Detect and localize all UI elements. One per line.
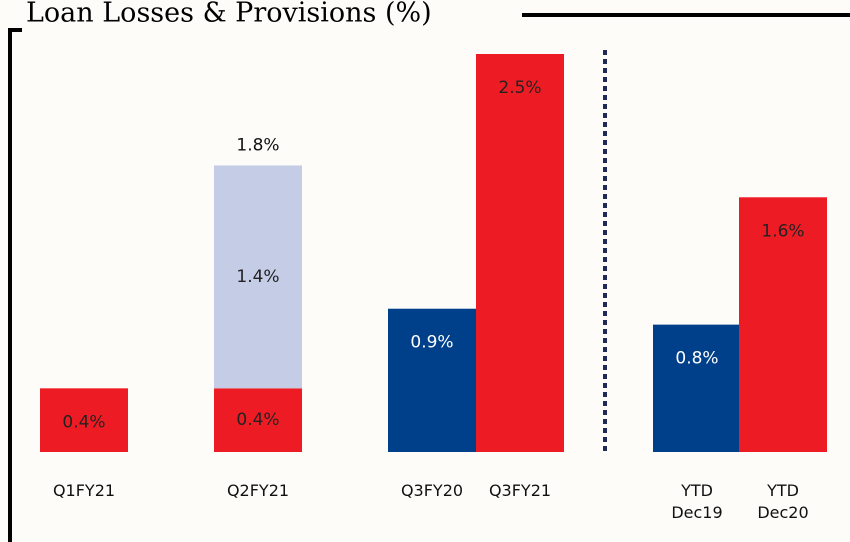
data-label: 0.4% xyxy=(62,412,105,432)
x-tick-label: Q3FY20 xyxy=(400,481,464,500)
x-tick-label: Q3FY21 xyxy=(488,481,552,500)
data-label: 0.4% xyxy=(236,410,279,430)
bar xyxy=(40,388,128,452)
bar xyxy=(214,388,302,452)
data-label: 1.6% xyxy=(761,221,804,241)
x-tick-label: Q1FY21 xyxy=(52,481,116,500)
chart-title: Loan Losses & Provisions (%) xyxy=(26,0,432,29)
data-label: 1.4% xyxy=(236,267,279,287)
x-tick-label: Q2FY21 xyxy=(226,481,290,500)
data-label: 0.9% xyxy=(410,333,453,353)
bar xyxy=(476,54,564,452)
data-label: 0.8% xyxy=(675,349,718,369)
data-label: 2.5% xyxy=(498,78,541,98)
x-tick-label: YTD Dec19 xyxy=(671,481,723,522)
bar xyxy=(739,197,827,452)
bar xyxy=(653,324,741,452)
total-label: 1.8% xyxy=(236,135,279,155)
x-tick-label: YTD Dec20 xyxy=(757,481,809,522)
bar xyxy=(214,165,302,389)
bar xyxy=(388,308,476,452)
